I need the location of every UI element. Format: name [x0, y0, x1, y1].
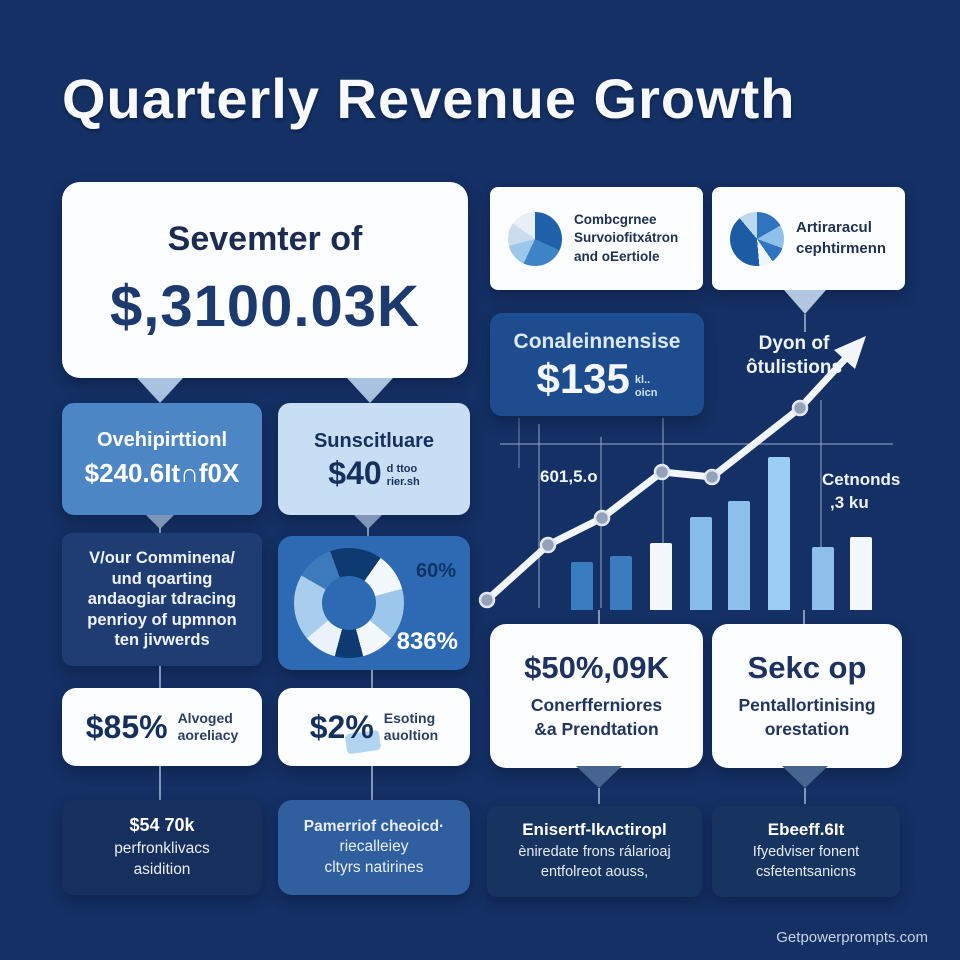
chart-label-left: 601,5.o	[540, 467, 598, 486]
pie-card-2: Artiraracul cephtirmenn	[712, 187, 905, 290]
connector-triangle	[784, 290, 826, 314]
pie-chart-icon	[730, 211, 784, 266]
chart-label-right-1: Cetnonds	[822, 470, 901, 489]
subscription-card: Sunscitluare $40 d ttoo rier.sh	[278, 403, 470, 515]
stat-card-85: $85% Alvoged aoreliacy	[62, 688, 262, 766]
commentary-line: andaogiar tdracing	[87, 590, 237, 609]
connector-line	[367, 527, 369, 538]
bar-group	[480, 420, 920, 610]
footer-line: asidition	[133, 860, 191, 878]
connector-line	[804, 788, 806, 804]
stat-sub: Esoting auoltion	[383, 709, 439, 744]
hero-label: Sevemter of	[167, 220, 363, 258]
commentary-card: V/our Comminena/ und qoarting andaogiar …	[62, 533, 262, 666]
bar	[850, 537, 872, 610]
footer-line: èniredate frons rálarioaj	[518, 844, 671, 861]
commentary-line: penrioy of upmnon	[87, 610, 237, 629]
footer-line: Ifyedviser fonent	[752, 844, 860, 861]
bar	[610, 556, 632, 610]
footer-line: cltyrs natirines	[324, 858, 424, 876]
stat-lines: Pentallortinising orestation	[738, 695, 876, 739]
footer-line: perfronklivacs	[114, 840, 210, 858]
connector-line	[598, 610, 600, 624]
bar	[690, 517, 712, 610]
bar	[728, 501, 750, 610]
connector-line	[803, 610, 805, 624]
stat-value: $2%	[309, 708, 374, 745]
annotation-text: Dyon of ôtulistions	[745, 333, 843, 378]
commentary-line: V/our Comminena/	[89, 548, 235, 567]
connector-triangle	[354, 515, 382, 529]
footer-line: $54 70k	[129, 815, 195, 836]
connector-line	[804, 314, 806, 332]
connector-triangle	[347, 378, 393, 403]
line-node	[791, 399, 809, 417]
donut-hole	[322, 576, 376, 630]
bar	[812, 547, 834, 610]
commentary-line: ten jivwerds	[114, 631, 210, 650]
donut-chart-card: 60% 836%	[278, 536, 470, 670]
connector-line	[371, 670, 373, 688]
stat-lines: Conerfferniores &a Prendtation	[530, 695, 663, 739]
connector-line	[159, 527, 161, 535]
footer-line: Enisertf-lkʌctiropl	[522, 820, 667, 840]
stat-value: $50%,09K	[524, 650, 669, 686]
connector-triangle	[782, 766, 828, 788]
hero-card: Sevemter of $,3100.03K	[62, 182, 468, 378]
connector-triangle	[146, 515, 174, 529]
footer-card-benefit: Ebeeff.6It Ifyedviser fonent csfetentsan…	[712, 806, 900, 897]
stat-card-50k: $50%,09K Conerfferniores &a Prendtation	[490, 624, 703, 768]
comprehensive-value: $135	[536, 354, 630, 402]
bar	[650, 543, 672, 610]
commentary-line: und qoarting	[111, 569, 213, 588]
footer-card-insert: Enisertf-lkʌctiropl èniredate frons rála…	[487, 806, 702, 897]
footer-card-performance: $54 70k perfronklivacs asidition	[62, 800, 262, 895]
connector-triangle	[137, 378, 183, 403]
footer-card-reliability: Pamerriof cheoicd· riecalleiey cltyrs na…	[278, 800, 470, 895]
donut-label-top: 60%	[415, 560, 456, 582]
pie-chart-icon	[508, 211, 562, 266]
page-title: Quarterly Revenue Growth	[62, 67, 796, 130]
footer-line: entfolreot aouss,	[540, 864, 649, 880]
chart-label-right-2: ,3 ku	[830, 493, 869, 512]
donut-chart	[294, 548, 404, 658]
overview-label: Ovehipirttionl	[97, 429, 227, 451]
pie-card-1: Combcgrnee Survoiofitxátron and oEertiol…	[490, 187, 703, 290]
connector-line	[159, 666, 161, 688]
hero-value: $,3100.03K	[110, 274, 420, 339]
footer-line: Pamerriof cheoicd·	[303, 818, 445, 836]
stat-card-setup: Sekc op Pentallortinising orestation	[712, 624, 902, 768]
bar	[571, 562, 593, 610]
bar	[768, 457, 790, 610]
comprehensive-unit: kl.. oicn	[634, 374, 658, 399]
stat-value: Sekc op	[747, 650, 867, 686]
connector-line	[598, 788, 600, 804]
pie-card-text: Combcgrnee Survoiofitxátron and oEertiol…	[574, 212, 679, 264]
overview-value: $240.6It∩f0X	[84, 458, 240, 488]
connector-line	[159, 766, 161, 800]
footer-line: Ebeeff.6It	[767, 820, 845, 840]
watermark: Getpowerprompts.com	[776, 929, 928, 946]
subscription-value: $40	[328, 454, 382, 491]
subscription-unit: d ttoo rier.sh	[386, 463, 420, 488]
stat-value: $85%	[85, 708, 168, 745]
comprehensive-card: Conaleinnensise $135 kl.. oicn	[490, 313, 704, 416]
overview-card: Ovehipirttionl $240.6It∩f0X	[62, 403, 262, 515]
subscription-label: Sunscitluare	[313, 429, 435, 452]
donut-label-bottom: 836%	[396, 628, 458, 655]
connector-triangle	[576, 766, 622, 788]
stat-card-2: $2% Esoting auoltion	[278, 688, 470, 766]
pie-card-text: Artiraracul cephtirmenn	[796, 219, 887, 257]
footer-line: riecalleiey	[339, 838, 409, 856]
comprehensive-label: Conaleinnensise	[513, 329, 681, 353]
stat-sub: Alvoged aoreliacy	[177, 709, 239, 744]
footer-line: csfetentsanicns	[756, 864, 856, 880]
connector-line	[371, 766, 373, 800]
